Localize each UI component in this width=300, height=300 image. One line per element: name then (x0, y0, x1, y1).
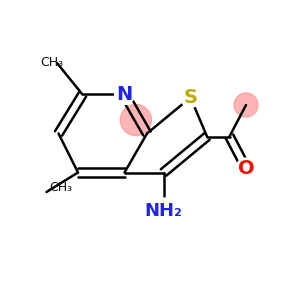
Text: N: N (116, 85, 133, 104)
Circle shape (150, 198, 177, 225)
Circle shape (120, 104, 152, 136)
Text: CH₃: CH₃ (40, 56, 64, 70)
Text: NH₂: NH₂ (145, 202, 182, 220)
Circle shape (115, 85, 134, 104)
Circle shape (234, 93, 258, 117)
Circle shape (181, 88, 200, 107)
Text: CH₃: CH₃ (50, 181, 73, 194)
Text: O: O (238, 158, 254, 178)
Text: S: S (184, 88, 197, 107)
Circle shape (236, 158, 256, 178)
